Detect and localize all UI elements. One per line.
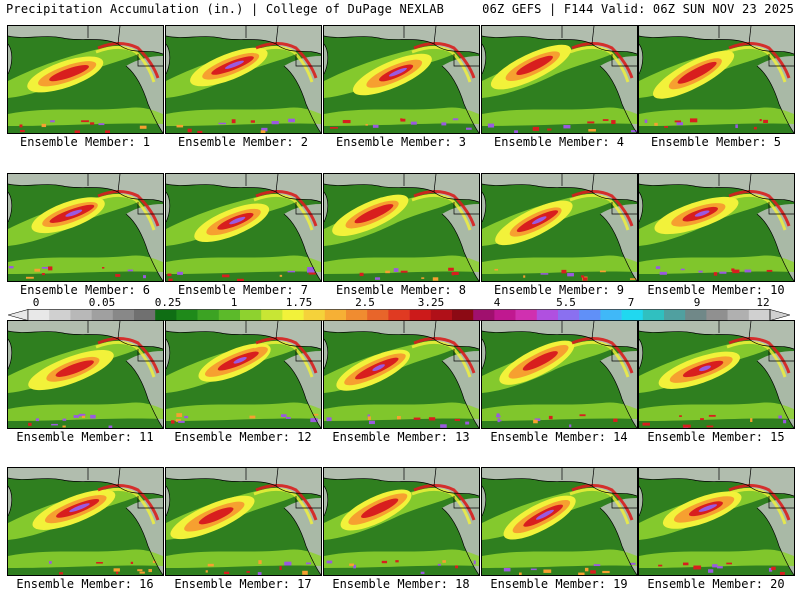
colorbar-swatch xyxy=(324,309,347,321)
member-map-16 xyxy=(7,467,164,576)
member-label: Ensemble Member: 14 xyxy=(490,430,628,444)
colorbar-swatch xyxy=(134,309,156,321)
member-label: Ensemble Member: 12 xyxy=(174,430,312,444)
colorbar-tick-label: 7 xyxy=(627,296,635,309)
model-valid-time: 06Z GEFS | F144 Valid: 06Z SUN NOV 23 20… xyxy=(482,2,794,16)
member-label: Ensemble Member: 1 xyxy=(19,135,151,149)
member-map-17 xyxy=(165,467,322,576)
colorbar-tick-label: 3.25 xyxy=(417,296,445,309)
member-label: Ensemble Member: 10 xyxy=(647,283,785,297)
member-label: Ensemble Member: 7 xyxy=(177,283,309,297)
colorbar-swatch xyxy=(282,309,304,321)
colorbar-swatch xyxy=(197,309,220,321)
member-label: Ensemble Member: 18 xyxy=(332,577,470,591)
member-map-6 xyxy=(7,173,164,282)
colorbar-tick-label: 4 xyxy=(493,296,501,309)
colorbar-swatch xyxy=(600,309,622,321)
colorbar-swatch xyxy=(558,309,580,321)
member-map-20 xyxy=(638,467,795,576)
colorbar-swatch xyxy=(579,309,601,321)
member-map-13 xyxy=(323,320,480,429)
colorbar-tick-label: 0.05 xyxy=(88,296,116,309)
colorbar-swatch xyxy=(621,309,644,321)
colorbar-frame xyxy=(27,309,771,321)
colorbar-swatch xyxy=(367,309,389,321)
colorbar-swatch xyxy=(28,309,50,321)
precip-colorbar xyxy=(8,309,790,321)
member-label: Ensemble Member: 5 xyxy=(650,135,782,149)
colorbar-swatch xyxy=(303,309,326,321)
colorbar-swatch xyxy=(494,309,516,321)
member-map-5 xyxy=(638,25,795,134)
colorbar-swatch xyxy=(346,309,368,321)
member-label: Ensemble Member: 11 xyxy=(16,430,154,444)
member-map-14 xyxy=(481,320,638,429)
member-map-7 xyxy=(165,173,322,282)
colorbar-swatch xyxy=(176,309,198,321)
member-map-4 xyxy=(481,25,638,134)
colorbar-swatch xyxy=(706,309,728,321)
figure-title: Precipitation Accumulation (in.) | Colle… xyxy=(6,2,445,16)
member-map-1 xyxy=(7,25,164,134)
member-map-10 xyxy=(638,173,795,282)
member-map-15 xyxy=(638,320,795,429)
member-label: Ensemble Member: 19 xyxy=(490,577,628,591)
member-map-9 xyxy=(481,173,638,282)
member-label: Ensemble Member: 3 xyxy=(335,135,467,149)
colorbar-swatch xyxy=(70,309,92,321)
colorbar-swatch xyxy=(430,309,453,321)
colorbar-min-arrow xyxy=(8,309,29,321)
member-map-2 xyxy=(165,25,322,134)
colorbar-tick-label: 1.75 xyxy=(285,296,313,309)
member-map-19 xyxy=(481,467,638,576)
colorbar-swatch xyxy=(218,309,241,321)
member-label: Ensemble Member: 8 xyxy=(335,283,467,297)
member-label: Ensemble Member: 20 xyxy=(647,577,785,591)
member-map-11 xyxy=(7,320,164,429)
colorbar-swatch xyxy=(536,309,559,321)
member-label: Ensemble Member: 2 xyxy=(177,135,309,149)
colorbar-swatch xyxy=(261,309,283,321)
member-label: Ensemble Member: 13 xyxy=(332,430,470,444)
member-label: Ensemble Member: 15 xyxy=(647,430,785,444)
colorbar-tick-label: 1 xyxy=(230,296,238,309)
colorbar-tick-label: 0 xyxy=(32,296,40,309)
colorbar-swatch xyxy=(515,309,538,321)
colorbar-swatch xyxy=(452,309,474,321)
member-label: Ensemble Member: 6 xyxy=(19,283,151,297)
colorbar-swatch xyxy=(473,309,495,321)
colorbar-max-arrow xyxy=(769,309,790,321)
member-map-3 xyxy=(323,25,480,134)
colorbar-swatch xyxy=(748,309,771,321)
member-label: Ensemble Member: 17 xyxy=(174,577,312,591)
colorbar-swatch xyxy=(642,309,665,321)
colorbar-swatch xyxy=(91,309,114,321)
colorbar-tick-label: 2.5 xyxy=(355,296,375,309)
colorbar-swatch xyxy=(240,309,262,321)
colorbar-swatch xyxy=(388,309,410,321)
member-label: Ensemble Member: 9 xyxy=(493,283,625,297)
colorbar-tick-label: 5.5 xyxy=(556,296,576,309)
colorbar-tick-label: 9 xyxy=(693,296,701,309)
colorbar-swatch xyxy=(664,309,686,321)
member-label: Ensemble Member: 16 xyxy=(16,577,154,591)
colorbar-swatch xyxy=(155,309,177,321)
colorbar-tick-label: 12 xyxy=(756,296,770,309)
member-map-18 xyxy=(323,467,480,576)
colorbar-swatch xyxy=(685,309,707,321)
colorbar-swatch xyxy=(112,309,135,321)
colorbar-swatch xyxy=(409,309,432,321)
member-map-12 xyxy=(165,320,322,429)
colorbar-swatch xyxy=(49,309,71,321)
member-map-8 xyxy=(323,173,480,282)
colorbar-tick-label: 0.25 xyxy=(154,296,182,309)
member-label: Ensemble Member: 4 xyxy=(493,135,625,149)
colorbar-swatch xyxy=(727,309,750,321)
